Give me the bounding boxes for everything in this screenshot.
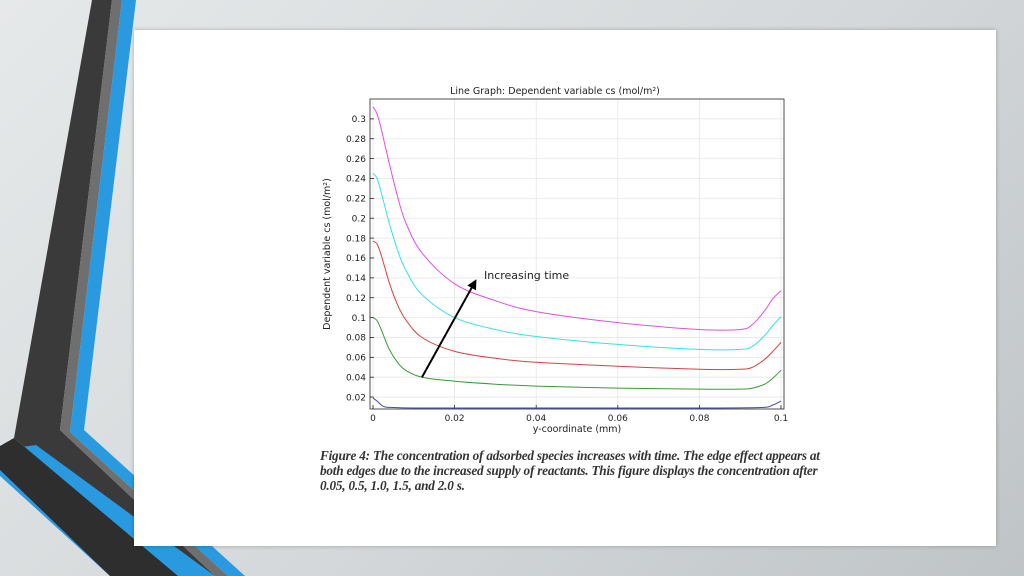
y-axis-label: Dependent variable cs (mol/m²) — [322, 178, 333, 330]
y-tick-label: 0.2 — [352, 214, 366, 224]
x-tick-label: 0.04 — [526, 414, 546, 424]
x-tick-label: 0.1 — [774, 414, 788, 424]
increasing-time-arrow — [421, 279, 477, 378]
y-tick-label: 0.24 — [346, 175, 366, 185]
y-tick-label: 0.04 — [346, 373, 366, 383]
dark-stripe — [14, 0, 215, 576]
y-tick-label: 0.12 — [346, 294, 366, 304]
x-tick-label: 0.08 — [689, 414, 709, 424]
y-tick-label: 0.08 — [346, 334, 366, 344]
series-layer — [372, 106, 782, 409]
y-tick-label: 0.18 — [346, 234, 366, 244]
x-tick-label: 0.02 — [445, 414, 465, 424]
x-tick-label: 0.06 — [608, 414, 628, 424]
chart-title: Line Graph: Dependent variable cs (mol/m… — [450, 86, 660, 97]
x-axis-label: y-coordinate (mm) — [533, 424, 622, 435]
slide-card — [134, 30, 996, 546]
dark-wedge — [0, 438, 178, 576]
y-tick-label: 0.14 — [346, 274, 366, 284]
series-line-1 — [372, 397, 782, 409]
series-line-5 — [372, 106, 782, 331]
y-tick-label: 0.06 — [346, 354, 366, 364]
y-tick-label: 0.22 — [346, 195, 366, 205]
figure-caption: Figure 4: The concentration of adsorbed … — [320, 448, 820, 493]
y-tick-label: 0.16 — [346, 254, 366, 264]
y-tick-label: 0.1 — [352, 314, 366, 324]
ticks-layer: 0 0.02 0.04 0.06 0.08 0.1 0.02 0.04 0.06 0.08 0.1 0… — [346, 115, 788, 424]
series-line-4 — [372, 173, 782, 351]
y-tick-label: 0.02 — [346, 393, 366, 403]
plot-frame — [369, 98, 785, 410]
series-line-3 — [372, 240, 782, 371]
annotation-label: Increasing time — [484, 269, 569, 282]
blue-stripe — [70, 0, 245, 576]
x-tick-label: 0 — [370, 414, 376, 424]
y-tick-label: 0.3 — [352, 115, 366, 125]
y-tick-label: 0.26 — [346, 155, 366, 165]
gray-stripe — [60, 0, 228, 576]
grid-layer — [370, 99, 784, 409]
y-tick-label: 0.28 — [346, 135, 366, 145]
series-line-2 — [372, 317, 782, 390]
